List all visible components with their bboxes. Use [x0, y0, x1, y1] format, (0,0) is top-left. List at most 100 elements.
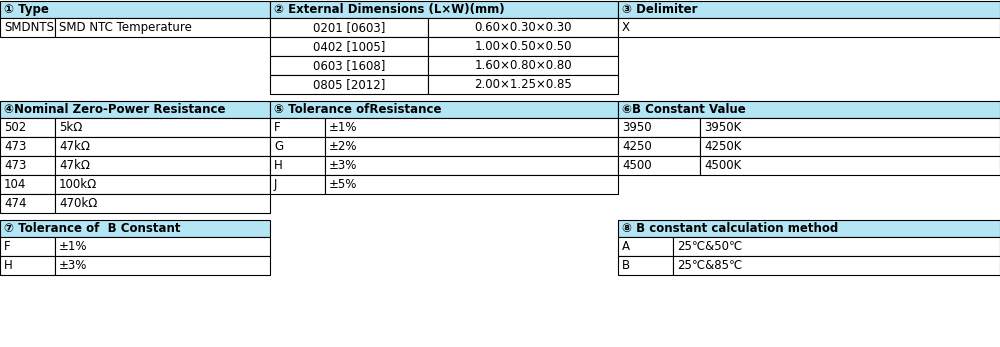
Text: 4500K: 4500K — [704, 159, 741, 172]
Text: ±3%: ±3% — [59, 259, 87, 272]
Text: G: G — [274, 140, 283, 153]
Text: F: F — [274, 121, 281, 134]
Text: 4250K: 4250K — [704, 140, 741, 153]
Text: SMDNTS: SMDNTS — [4, 21, 54, 34]
Text: 3950: 3950 — [622, 121, 652, 134]
Bar — [618, 256, 673, 275]
Text: X: X — [622, 21, 630, 34]
Text: 502: 502 — [4, 121, 26, 134]
Text: ⑥B Constant Value: ⑥B Constant Value — [622, 103, 746, 116]
Text: B: B — [622, 259, 630, 272]
Bar — [700, 118, 1000, 137]
Bar — [428, 56, 618, 75]
Bar — [700, 156, 1000, 175]
Bar — [270, 101, 618, 118]
Text: A: A — [622, 240, 630, 253]
Text: ⑦ Tolerance of  B Constant: ⑦ Tolerance of B Constant — [4, 222, 180, 235]
Bar — [618, 101, 1000, 118]
Bar — [700, 137, 1000, 156]
Text: 2.00×1.25×0.85: 2.00×1.25×0.85 — [474, 78, 572, 91]
Text: 0201 [0603]: 0201 [0603] — [313, 21, 385, 34]
Bar — [618, 1, 1000, 18]
Bar — [55, 237, 270, 256]
Bar — [0, 118, 55, 137]
Text: H: H — [4, 259, 13, 272]
Text: ④Nominal Zero-Power Resistance: ④Nominal Zero-Power Resistance — [4, 103, 226, 116]
Bar — [618, 237, 673, 256]
Bar — [325, 137, 618, 156]
Text: 474: 474 — [4, 197, 26, 210]
Bar — [618, 118, 700, 137]
Text: 1.00×0.50×0.50: 1.00×0.50×0.50 — [474, 40, 572, 53]
Text: 0.60×0.30×0.30: 0.60×0.30×0.30 — [474, 21, 572, 34]
Bar — [428, 75, 618, 94]
Text: 47kΩ: 47kΩ — [59, 140, 90, 153]
Bar — [0, 220, 270, 237]
Bar — [270, 137, 325, 156]
Bar — [270, 156, 325, 175]
Text: J: J — [274, 178, 277, 191]
Bar — [673, 237, 1000, 256]
Text: H: H — [274, 159, 283, 172]
Text: 0402 [1005]: 0402 [1005] — [313, 40, 385, 53]
Text: 1.60×0.80×0.80: 1.60×0.80×0.80 — [474, 59, 572, 72]
Bar — [0, 256, 55, 275]
Bar — [0, 18, 55, 37]
Bar — [270, 56, 428, 75]
Bar — [55, 137, 270, 156]
Bar — [325, 156, 618, 175]
Bar — [270, 175, 325, 194]
Text: 3950K: 3950K — [704, 121, 741, 134]
Bar — [55, 194, 270, 213]
Text: ±5%: ±5% — [329, 178, 357, 191]
Bar — [325, 118, 618, 137]
Text: SMD NTC Temperature: SMD NTC Temperature — [59, 21, 192, 34]
Text: 473: 473 — [4, 140, 26, 153]
Text: ⑤ Tolerance ofResistance: ⑤ Tolerance ofResistance — [274, 103, 442, 116]
Bar — [270, 18, 428, 37]
Text: 25℃&50℃: 25℃&50℃ — [677, 240, 742, 253]
Text: 4250: 4250 — [622, 140, 652, 153]
Bar — [618, 220, 1000, 237]
Text: 100kΩ: 100kΩ — [59, 178, 97, 191]
Bar — [55, 18, 270, 37]
Bar — [55, 118, 270, 137]
Bar — [0, 101, 270, 118]
Bar — [325, 175, 618, 194]
Text: 0603 [1608]: 0603 [1608] — [313, 59, 385, 72]
Bar — [0, 156, 55, 175]
Text: 473: 473 — [4, 159, 26, 172]
Text: ±2%: ±2% — [329, 140, 358, 153]
Bar — [270, 37, 428, 56]
Text: ③ Delimiter: ③ Delimiter — [622, 3, 698, 16]
Text: 25℃&85℃: 25℃&85℃ — [677, 259, 742, 272]
Bar — [673, 256, 1000, 275]
Bar — [55, 175, 270, 194]
Text: ② External Dimensions (L×W)(mm): ② External Dimensions (L×W)(mm) — [274, 3, 505, 16]
Bar — [55, 256, 270, 275]
Bar — [270, 118, 325, 137]
Text: 4500: 4500 — [622, 159, 652, 172]
Bar — [428, 37, 618, 56]
Bar — [0, 175, 55, 194]
Text: ±1%: ±1% — [329, 121, 358, 134]
Text: 470kΩ: 470kΩ — [59, 197, 97, 210]
Bar — [618, 18, 1000, 37]
Text: 104: 104 — [4, 178, 26, 191]
Bar — [618, 137, 700, 156]
Bar — [270, 1, 618, 18]
Bar — [0, 1, 270, 18]
Text: F: F — [4, 240, 11, 253]
Bar — [618, 156, 700, 175]
Bar — [0, 237, 55, 256]
Bar — [428, 18, 618, 37]
Bar — [55, 156, 270, 175]
Text: ⑧ B constant calculation method: ⑧ B constant calculation method — [622, 222, 838, 235]
Bar — [270, 75, 428, 94]
Text: 5kΩ: 5kΩ — [59, 121, 82, 134]
Bar — [0, 194, 55, 213]
Text: ±3%: ±3% — [329, 159, 357, 172]
Bar — [0, 137, 55, 156]
Text: 0805 [2012]: 0805 [2012] — [313, 78, 385, 91]
Text: 47kΩ: 47kΩ — [59, 159, 90, 172]
